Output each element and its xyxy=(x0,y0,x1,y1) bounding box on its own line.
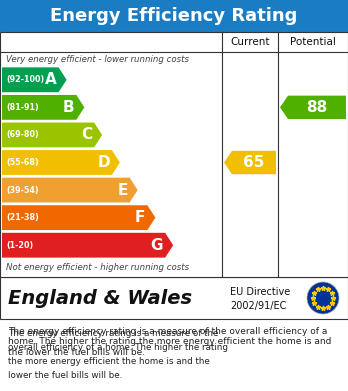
Text: (55-68): (55-68) xyxy=(6,158,39,167)
Text: C: C xyxy=(81,127,92,142)
Polygon shape xyxy=(280,96,346,119)
Polygon shape xyxy=(2,178,138,203)
Text: E: E xyxy=(117,183,128,197)
Text: G: G xyxy=(151,238,163,253)
Polygon shape xyxy=(2,205,156,230)
Text: The energy efficiency rating is a measure of the overall efficiency of a home. T: The energy efficiency rating is a measur… xyxy=(8,327,331,357)
Bar xyxy=(0,32,348,277)
Text: Energy Efficiency Rating: Energy Efficiency Rating xyxy=(50,7,298,25)
Text: EU Directive: EU Directive xyxy=(230,287,290,297)
Text: (39-54): (39-54) xyxy=(6,186,39,195)
Text: The energy efficiency rating is a measure of the: The energy efficiency rating is a measur… xyxy=(8,329,219,338)
Text: Not energy efficient - higher running costs: Not energy efficient - higher running co… xyxy=(6,262,189,271)
Text: B: B xyxy=(63,100,74,115)
Text: lower the fuel bills will be.: lower the fuel bills will be. xyxy=(8,371,122,380)
Polygon shape xyxy=(2,67,66,92)
Text: (81-91): (81-91) xyxy=(6,103,39,112)
Text: Potential: Potential xyxy=(290,37,336,47)
Text: (92-100): (92-100) xyxy=(6,75,44,84)
Text: overall efficiency of a home. The higher the rating: overall efficiency of a home. The higher… xyxy=(8,343,228,352)
Circle shape xyxy=(307,282,339,314)
Polygon shape xyxy=(2,95,84,120)
Text: (69-80): (69-80) xyxy=(6,131,39,140)
Text: 2002/91/EC: 2002/91/EC xyxy=(230,301,286,311)
Text: (1-20): (1-20) xyxy=(6,241,33,250)
Bar xyxy=(0,277,348,319)
Polygon shape xyxy=(2,233,173,258)
Text: F: F xyxy=(135,210,145,225)
Text: Very energy efficient - lower running costs: Very energy efficient - lower running co… xyxy=(6,54,189,63)
Text: 65: 65 xyxy=(243,155,265,170)
Text: D: D xyxy=(97,155,110,170)
Bar xyxy=(0,0,348,32)
Polygon shape xyxy=(2,122,102,147)
Text: the more energy efficient the home is and the: the more energy efficient the home is an… xyxy=(8,357,210,366)
Text: England & Wales: England & Wales xyxy=(8,289,192,307)
Text: (21-38): (21-38) xyxy=(6,213,39,222)
Text: A: A xyxy=(45,72,57,87)
Polygon shape xyxy=(2,150,120,175)
Polygon shape xyxy=(224,151,276,174)
Text: Current: Current xyxy=(230,37,270,47)
Text: 88: 88 xyxy=(306,100,327,115)
